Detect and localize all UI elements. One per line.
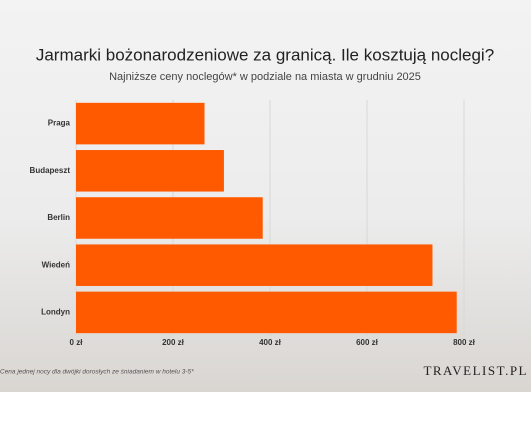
x-tick-label: 0 zł xyxy=(70,338,84,347)
logo: TRAVELIST.PL xyxy=(423,363,528,378)
y-tick-label: Wiedeń xyxy=(42,260,70,269)
bar xyxy=(76,102,205,145)
x-tick-label: 800 zł xyxy=(453,338,476,347)
y-tick-label: Londyn xyxy=(41,308,70,317)
x-tick-label: 600 zł xyxy=(356,338,379,347)
footnote: Cena jednej nocy dla dwójki dorosłych ze… xyxy=(0,369,194,376)
x-tick-label: 400 zł xyxy=(259,338,282,347)
bar xyxy=(76,197,263,239)
y-tick-label: Budapeszt xyxy=(30,166,71,175)
bottom-band xyxy=(0,392,531,442)
y-tick-label: Berlin xyxy=(47,213,70,222)
x-tick-label: 200 zł xyxy=(162,338,185,347)
bar xyxy=(76,291,457,334)
chart-subtitle: Najniższe ceny noclegów* w podziale na m… xyxy=(109,71,421,83)
bar xyxy=(76,244,433,286)
y-tick-label: Praga xyxy=(48,119,71,128)
chart-title: Jarmarki bożonarodzeniowe za granicą. Il… xyxy=(36,45,494,64)
bar xyxy=(76,150,224,192)
